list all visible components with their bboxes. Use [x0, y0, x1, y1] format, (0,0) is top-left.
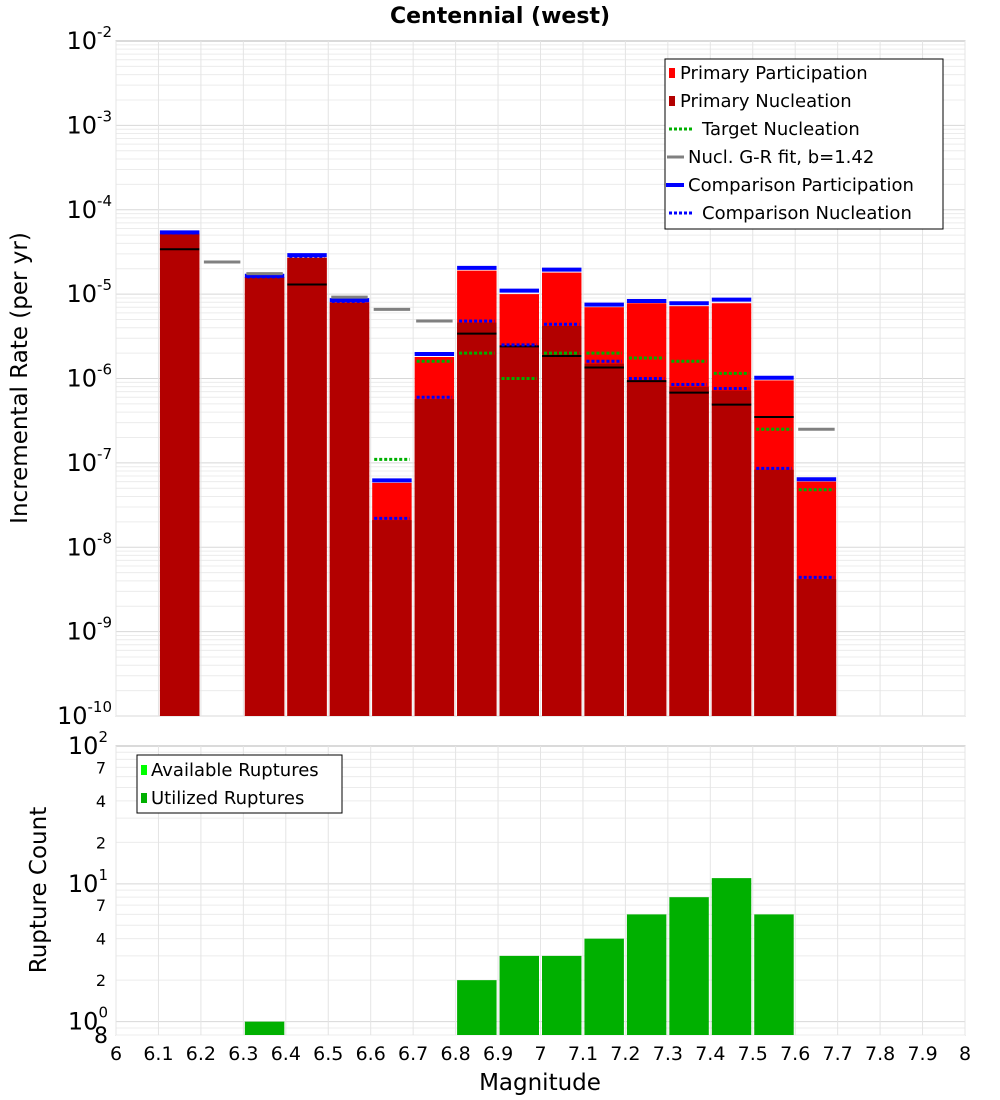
nucleation-bar: [329, 302, 370, 716]
nucleation-bar: [626, 380, 667, 716]
nucleation-bar: [287, 257, 327, 716]
utilized-ruptures-bar: [754, 914, 794, 1035]
nucleation-bar: [584, 363, 624, 716]
y-power-label: 102: [68, 728, 108, 760]
x-tick-label: 6.2: [186, 1043, 216, 1065]
y-tick-label: 2: [96, 833, 106, 852]
x-tick-labels: 6 6.1 6.2 6.3 6.4 6.5 6.6 6.7 6.8 6.9 7 7.1 7.2 7.3 7.…: [110, 1043, 971, 1065]
x-tick-label: 7.6: [780, 1043, 810, 1065]
nucleation-bar: [457, 322, 497, 716]
x-axis-label: Magnitude: [479, 1070, 601, 1096]
legend-label: Comparison Nucleation: [702, 203, 912, 224]
utilized-ruptures-bar: [626, 914, 667, 1035]
nucleation-bar: [414, 399, 455, 716]
x-tick-label: 7: [534, 1043, 546, 1065]
nucleation-bar: [669, 386, 709, 716]
y-tick-label: 2: [96, 971, 106, 990]
x-tick-label: 6.1: [143, 1043, 173, 1065]
count-y-axis-label: Rupture Count: [26, 807, 52, 973]
nucleation-bar: [159, 233, 200, 716]
y-tick-label: 10-6: [66, 361, 112, 393]
rate-y-axis-label: Incremental Rate (per yr): [7, 232, 33, 524]
rate-legend: Primary Participation Primary Nucleation T…: [664, 58, 944, 230]
legend-box: [136, 754, 343, 814]
nucleation-bar: [754, 469, 794, 716]
y-tick-label: 10-10: [57, 698, 112, 730]
utilized-ruptures-bar: [711, 878, 752, 1035]
legend-swatch: [669, 96, 675, 106]
legend-swatch: [141, 793, 147, 803]
x-tick-label: 7.2: [610, 1043, 640, 1065]
x-tick-label: 8: [959, 1043, 971, 1065]
y-tick-label: 10-8: [66, 529, 112, 561]
rate-plot-bars: [159, 233, 837, 716]
x-tick-label: 6.9: [483, 1043, 513, 1065]
x-tick-label: 7.8: [865, 1043, 895, 1065]
x-tick-label: 7.1: [568, 1043, 598, 1065]
nucleation-bar: [499, 346, 539, 716]
nucleation-bar: [711, 390, 752, 716]
y-power-label: 100: [68, 1004, 108, 1036]
y-tick-label: 8: [94, 1024, 108, 1049]
legend-swatch: [141, 765, 147, 775]
y-tick-label: 4: [96, 930, 106, 949]
chart-title: Centennial (west): [390, 4, 610, 29]
utilized-ruptures-bar: [499, 955, 539, 1035]
utilized-ruptures-bar: [584, 938, 624, 1035]
y-power-label: 101: [68, 866, 108, 898]
rate-plot-markers: [159, 230, 837, 579]
x-tick-label: 6.5: [313, 1043, 343, 1065]
legend-label: Primary Nucleation: [680, 91, 852, 112]
utilized-ruptures-bar: [457, 980, 497, 1035]
nucleation-bar: [372, 520, 412, 716]
x-tick-label: 6.4: [271, 1043, 301, 1065]
y-tick-label: 10-3: [66, 107, 112, 139]
x-tick-label: 7.4: [695, 1043, 725, 1065]
nucleation-bar: [542, 325, 582, 716]
x-tick-label: 6.3: [228, 1043, 258, 1065]
nucleation-bar: [244, 276, 285, 716]
y-tick-label: 10-5: [66, 276, 112, 308]
legend-label: Comparison Participation: [688, 175, 914, 196]
y-tick-label: 10-9: [66, 614, 112, 646]
y-tick-label: 10-7: [66, 445, 112, 477]
x-tick-label: 7.5: [738, 1043, 768, 1065]
legend-label: Primary Participation: [680, 63, 868, 84]
utilized-ruptures-bar: [244, 1021, 285, 1035]
y-tick-label: 10-2: [66, 23, 112, 55]
count-y-tick-labels: 100 101 102 8 2 4 7 2 4 7: [68, 728, 108, 1049]
legend-label: Utilized Ruptures: [151, 788, 304, 809]
count-legend: Available Ruptures Utilized Ruptures: [136, 754, 343, 814]
x-tick-label: 7.3: [653, 1043, 683, 1065]
y-tick-label: 4: [96, 792, 106, 811]
x-tick-label: 6.6: [356, 1043, 386, 1065]
x-tick-label: 7.7: [823, 1043, 853, 1065]
x-tick-label: 7.9: [907, 1043, 937, 1065]
count-plot-bars: [244, 878, 794, 1035]
y-tick-label: 7: [96, 758, 106, 777]
legend-label: Available Ruptures: [151, 760, 319, 781]
y-tick-label: 10-4: [66, 192, 112, 224]
x-tick-label: 6.7: [398, 1043, 428, 1065]
utilized-ruptures-bar: [542, 955, 582, 1035]
utilized-ruptures-bar: [669, 897, 709, 1035]
legend-label: Nucl. G-R fit, b=1.42: [688, 147, 874, 168]
legend-label: Target Nucleation: [701, 119, 860, 140]
rate-y-tick-labels: 10-10 10-9 10-8 10-7 10-6 10-5 10-4 10-3 10-2: [57, 23, 112, 730]
x-tick-label: 6.8: [440, 1043, 470, 1065]
x-tick-label: 6: [110, 1043, 122, 1065]
legend-swatch: [669, 68, 675, 78]
legend-box: [664, 58, 944, 230]
y-tick-label: 7: [96, 896, 106, 915]
nucleation-bar: [796, 579, 837, 716]
